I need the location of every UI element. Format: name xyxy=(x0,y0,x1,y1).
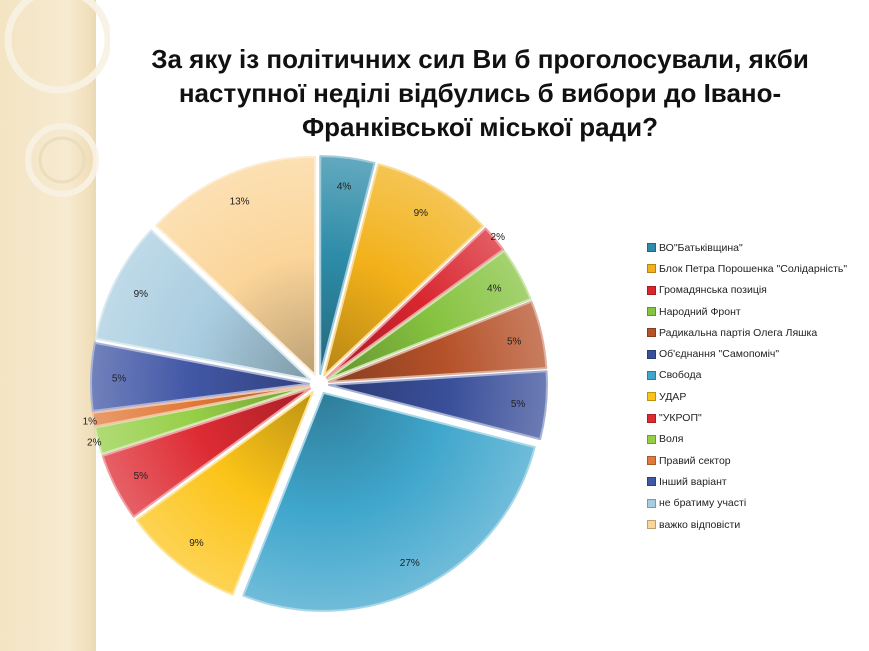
legend-label: Блок Петра Порошенка "Солідарність" xyxy=(659,262,848,275)
legend-swatch xyxy=(647,307,656,317)
slice-data-label: 5% xyxy=(507,336,522,347)
legend-swatch xyxy=(647,498,656,508)
slice-data-label: 9% xyxy=(134,289,149,300)
decorative-ring xyxy=(38,136,86,184)
slice-data-label: 9% xyxy=(189,538,204,549)
decorative-ring xyxy=(4,0,110,94)
legend-item: "УКРОП" xyxy=(647,407,847,428)
pie-slice-не-братиму-участі xyxy=(94,229,312,381)
legend-item: ВО"Батьківщина" xyxy=(647,237,847,258)
slice-data-label: 5% xyxy=(112,374,127,385)
legend-label: ВО"Батьківщина" xyxy=(659,241,743,254)
legend-label: "УКРОП" xyxy=(659,412,702,425)
legend-label: Свобода xyxy=(659,369,702,382)
legend-label: Воля xyxy=(659,433,684,446)
slice-data-label: 2% xyxy=(491,232,506,243)
slice-data-label: 2% xyxy=(87,438,102,449)
pie-slice-народний-фронт xyxy=(326,250,532,381)
pie-slice-громадянська-позиція xyxy=(325,227,505,379)
pie-slice-важко-відповісти xyxy=(155,155,317,376)
legend-item: Блок Петра Порошенка "Солідарність" xyxy=(647,258,847,279)
legend-label: УДАР xyxy=(659,390,687,403)
slice-data-label: 4% xyxy=(487,284,502,295)
pie-slice-свобода xyxy=(242,391,536,612)
legend-item: Свобода xyxy=(647,365,847,386)
legend-label: не братиму участі xyxy=(659,497,747,510)
slice-data-label: 5% xyxy=(134,471,149,482)
legend-label: Інший варіант xyxy=(659,475,727,488)
decorative-ring xyxy=(25,123,99,197)
legend-item: УДАР xyxy=(647,386,847,407)
legend-swatch xyxy=(647,392,656,402)
legend-item: Правий сектор xyxy=(647,450,847,471)
legend-swatch xyxy=(647,349,656,359)
decorative-left-band xyxy=(0,0,96,651)
slice-data-label: 5% xyxy=(511,399,526,410)
legend-label: Народний Фронт xyxy=(659,305,741,318)
legend-label: важко відповісти xyxy=(659,518,741,531)
legend-swatch xyxy=(647,413,656,423)
chart-legend: ВО"Батьківщина" Блок Петра Порошенка "Сол… xyxy=(647,237,847,535)
pie-slice-інший-варіант xyxy=(90,341,311,413)
legend-item: не братиму участі xyxy=(647,493,847,514)
legend-label: Радикальна партія Олега Ляшка xyxy=(659,326,818,339)
pie-slice-правий-сектор xyxy=(91,384,311,428)
slice-data-label: 4% xyxy=(337,182,352,193)
chart-title: За яку із політичних сил Ви б проголосув… xyxy=(151,44,809,142)
pie-slice-блок-петра-порошенка-солідарність xyxy=(323,163,485,377)
legend-swatch xyxy=(647,264,656,274)
decorative-rings xyxy=(4,0,110,197)
pie-slice-удар xyxy=(135,390,314,596)
legend-item: Інший варіант xyxy=(647,471,847,492)
legend-swatch xyxy=(647,370,656,380)
legend-label: Громадянська позиція xyxy=(659,284,767,297)
legend-label: Правий сектор xyxy=(659,454,731,467)
pie-slice-вобатьківщина xyxy=(319,155,376,376)
pie-slice-обєднання-самопоміч xyxy=(327,370,548,441)
legend-swatch xyxy=(647,456,656,466)
slice-data-label: 13% xyxy=(230,196,250,207)
legend-swatch xyxy=(647,243,656,253)
slice-data-label: 9% xyxy=(414,208,429,219)
legend-item: Об'єднання "Самопоміч" xyxy=(647,343,847,364)
slice-data-label: 1% xyxy=(83,416,98,427)
pie-slice-укроп xyxy=(101,387,312,518)
pie-slice-радикальна-партія-олега-ляшка xyxy=(327,300,548,383)
slice-data-label: 27% xyxy=(400,558,420,569)
legend-item: Народний Фронт xyxy=(647,301,847,322)
legend-label: Об'єднання "Самопоміч" xyxy=(659,348,780,361)
legend-swatch xyxy=(647,477,656,487)
legend-swatch xyxy=(647,434,656,444)
legend-swatch xyxy=(647,520,656,529)
legend-item: Радикальна партія Олега Ляшка xyxy=(647,322,847,343)
legend-item: Громадянська позиція xyxy=(647,280,847,301)
legend-swatch xyxy=(647,328,656,338)
legend-item: Воля xyxy=(647,429,847,450)
legend-item: важко відповісти xyxy=(647,514,847,535)
legend-swatch xyxy=(647,285,656,295)
